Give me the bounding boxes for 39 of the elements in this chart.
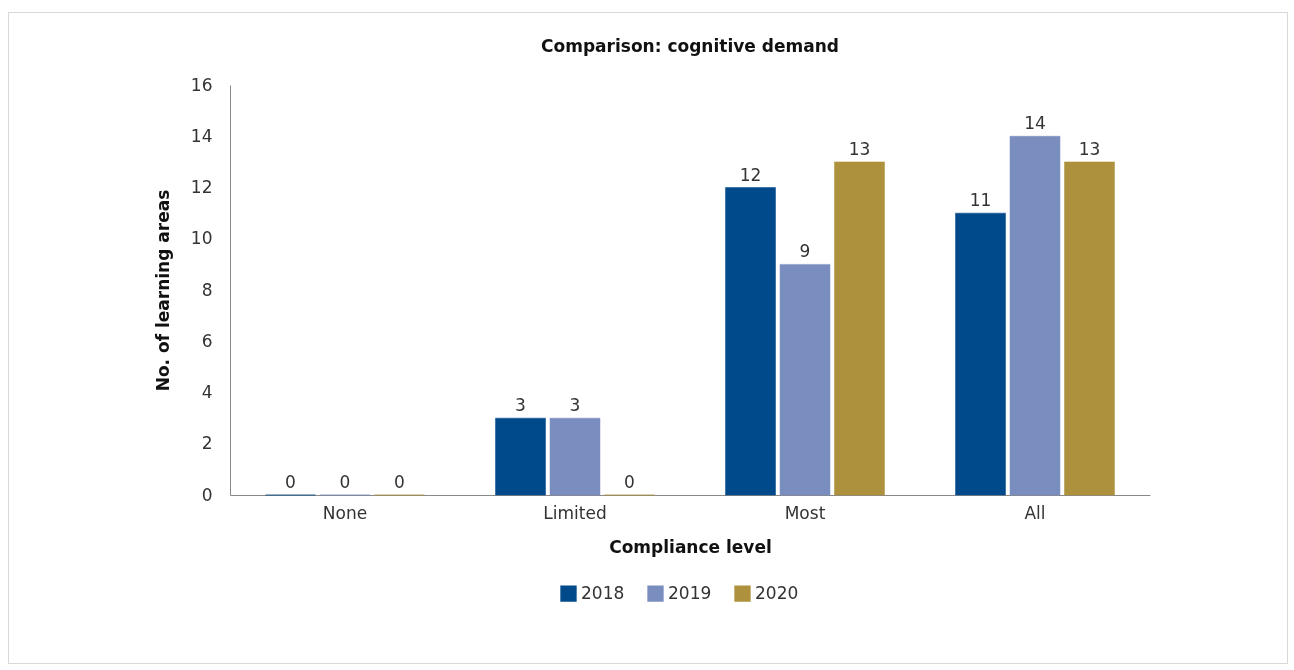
x-tick-label: All [1024,502,1046,523]
x-tick-label: Limited [543,502,607,523]
y-tick-label: 10 [190,228,213,249]
data-label: 9 [799,241,811,262]
data-label: 3 [515,395,526,416]
bar [725,187,776,496]
y-tick-label: 2 [201,433,213,454]
legend-label: 2019 [668,582,712,603]
y-tick-label: 8 [201,279,213,300]
bar [779,264,831,496]
legend-label: 2018 [581,582,625,603]
data-label: 13 [848,138,871,159]
bar [495,417,546,496]
data-label: 14 [1024,113,1046,134]
x-tick-label: Most [784,502,826,523]
bar [955,212,1006,496]
y-tick-label: 6 [201,330,213,351]
bar [834,161,885,496]
legend-label: 2020 [755,582,799,603]
bar [1009,136,1061,496]
data-label: 13 [1078,138,1101,159]
y-tick-label: 16 [190,74,213,95]
data-label: 12 [739,164,762,185]
data-label: 3 [569,395,581,416]
y-tick-label: 14 [190,125,213,146]
data-label: 0 [339,472,351,492]
y-tick-label: 4 [201,382,213,402]
bar [549,417,601,496]
y-tick-label: 12 [190,177,213,197]
data-label: 11 [969,190,992,211]
data-label: 0 [285,472,296,492]
x-tick-label: None [322,502,368,523]
bar [1064,161,1115,496]
y-axis-title: No. of learning areas [152,189,173,392]
chart-title: Comparison: cognitive demand [541,36,839,56]
y-tick-label: 0 [201,484,213,505]
data-label: 0 [624,472,635,492]
x-axis-title: Compliance level [609,536,772,557]
data-label: 0 [394,472,405,492]
